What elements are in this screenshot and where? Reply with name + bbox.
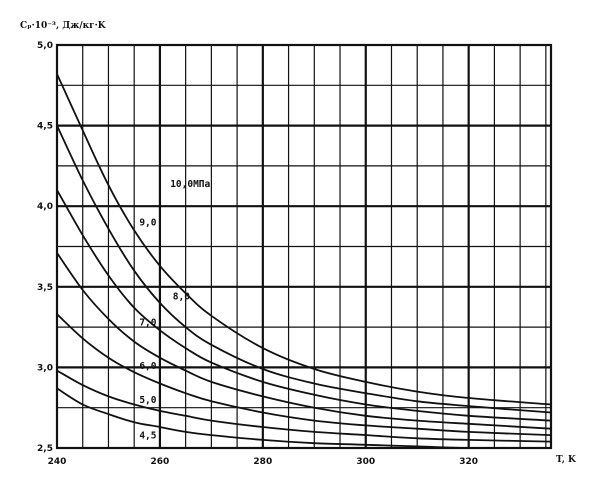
- y-tick-label: 3,5: [37, 283, 53, 293]
- curve-labels: 10,0МПа 9,0 8,0 7,0 6,0 5,0 4,5: [139, 179, 210, 441]
- series-line: [56, 252, 552, 430]
- series-line: [56, 189, 552, 422]
- curve-label: 4,5: [139, 430, 156, 441]
- x-axis-label: T, K: [556, 455, 577, 465]
- curve-label: 7,0: [139, 317, 156, 328]
- series-line: [56, 125, 552, 414]
- curve-label: 5,0: [139, 395, 156, 406]
- y-tick-label: 5,0: [37, 41, 53, 51]
- plot-frame: [55, 43, 553, 450]
- x-tick-label: 280: [253, 457, 272, 467]
- grid: [57, 45, 551, 448]
- curve-label: 6,0: [139, 361, 156, 372]
- curve-label: 8,0: [173, 292, 190, 303]
- series-line: [56, 369, 552, 443]
- curve-label: 10,0МПа: [170, 179, 210, 190]
- x-tick-label: 240: [48, 457, 67, 467]
- y-axis-label: Cₚ·10⁻³, Дж/кг·K: [20, 21, 107, 31]
- y-tick-label: 4,0: [37, 202, 53, 212]
- y-tick-label: 4,5: [37, 122, 53, 132]
- x-tick-label: 260: [151, 457, 170, 467]
- y-tick-label: 2,5: [37, 444, 53, 454]
- series-line: [56, 313, 552, 436]
- series-line: [56, 387, 552, 450]
- series-group: [56, 73, 552, 450]
- y-tick-label: 3,0: [37, 363, 53, 373]
- x-tick-label: 300: [356, 457, 375, 467]
- series-line: [56, 73, 552, 406]
- curve-label: 9,0: [139, 218, 156, 229]
- tick-labels: 240 260 280 300 320 2,5 3,0 3,5 4,0 4,5 5,0: [37, 41, 478, 467]
- x-tick-label: 320: [459, 457, 478, 467]
